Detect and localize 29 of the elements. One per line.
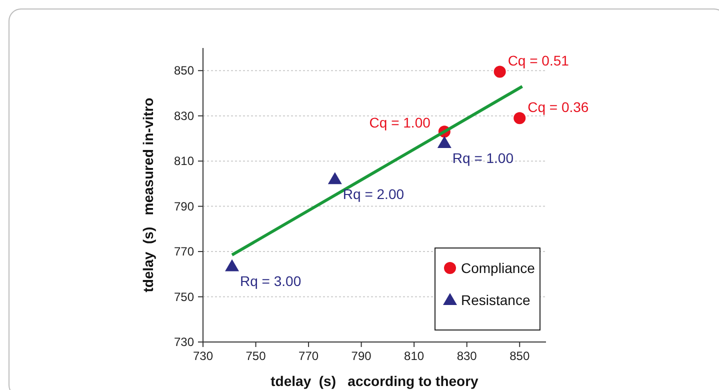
x-tick-label: 790 [351, 349, 372, 363]
annotation: Cq = 0.51 [508, 52, 570, 69]
x-tick-label: 750 [246, 349, 266, 363]
y-tick-label: 730 [174, 335, 194, 349]
point [494, 66, 506, 78]
y-tick-label: 830 [174, 108, 194, 123]
annotation: Rq = 2.00 [342, 186, 404, 202]
x-axis-title: tdelay (s) according to theory [270, 373, 479, 389]
x-tick-label: 850 [510, 349, 530, 363]
y-tick-label: 850 [174, 64, 194, 78]
point [437, 136, 452, 148]
x-tick-label: 730 [192, 349, 214, 363]
annotation: Rq = 3.00 [240, 273, 302, 290]
y-tick-label: 790 [174, 199, 194, 214]
legend-label: Compliance [461, 260, 536, 276]
x-tick-label: 830 [456, 349, 478, 363]
point [225, 259, 240, 272]
point [514, 112, 526, 124]
y-tick-label: 750 [174, 290, 194, 304]
legend-label: Resistance [461, 292, 530, 308]
y-axis-title: tdelay (s) measured in-vitro [140, 98, 156, 292]
y-tick-label: 810 [174, 154, 194, 168]
point [328, 172, 342, 184]
annotation: Cq = 1.00 [369, 114, 431, 131]
x-tick-label: 770 [298, 349, 319, 363]
y-tick-label: 770 [174, 244, 194, 259]
annotation: Rq = 1.00 [452, 150, 514, 166]
annotation: Cq = 0.36 [528, 99, 589, 116]
x-tick-label: 810 [404, 349, 424, 363]
